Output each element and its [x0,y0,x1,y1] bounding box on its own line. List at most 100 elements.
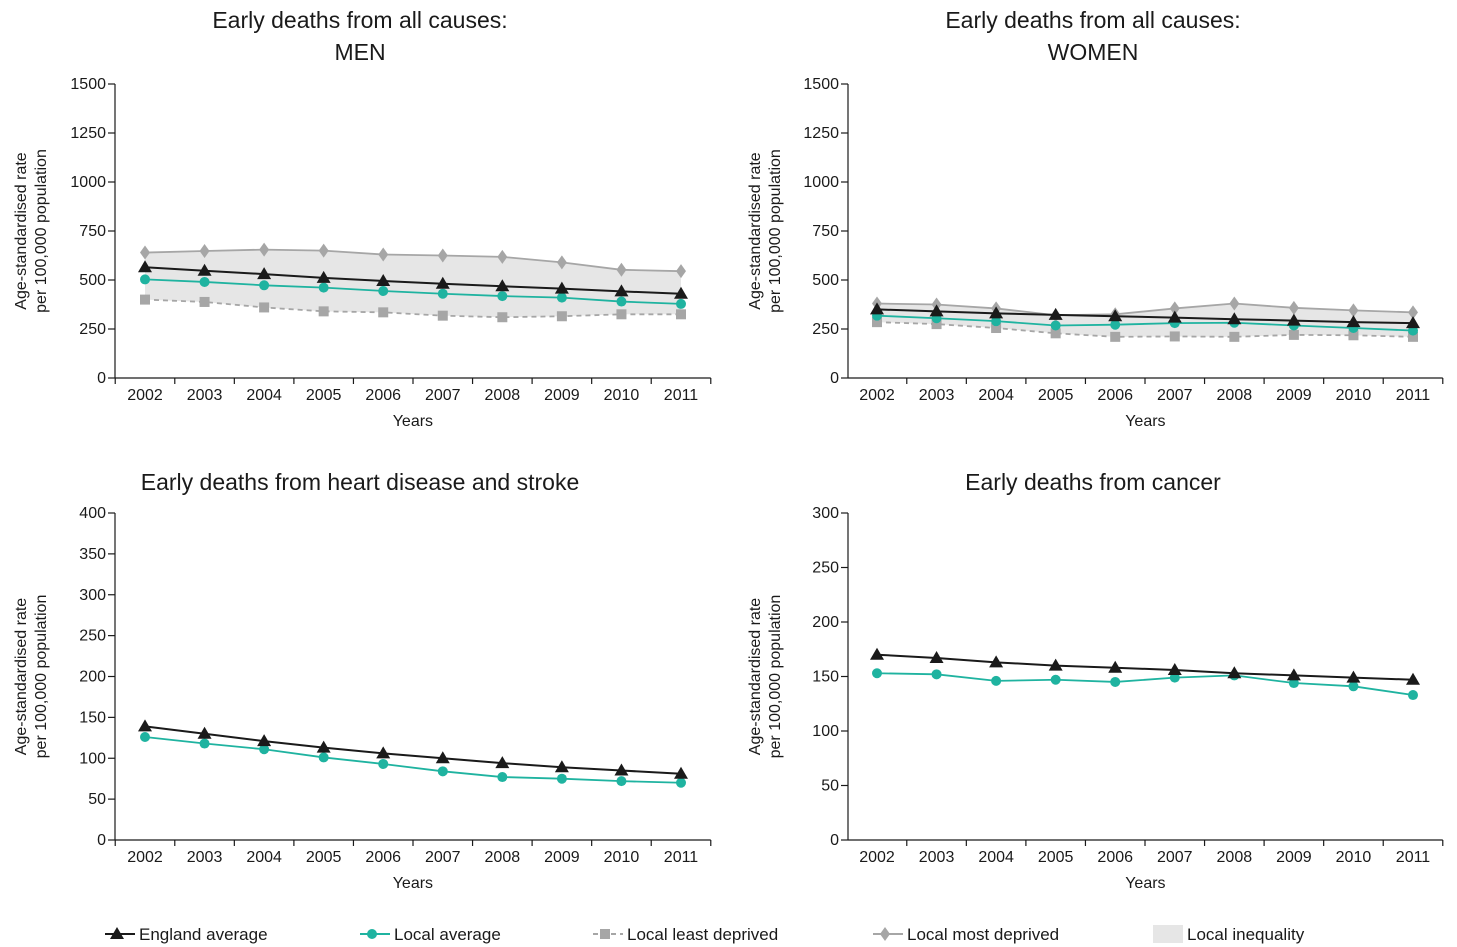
y-tick-label: 750 [79,223,106,240]
data-point-local [676,299,686,309]
legend-item-england: England average [105,925,268,944]
chart-panel-4: Early deaths from cancer0501001502002503… [747,469,1443,892]
x-tick-label: 2009 [1276,387,1312,404]
legend-item-local: Local average [360,925,501,944]
legend-marker [600,929,610,939]
data-point-local [438,766,448,776]
legend-label: Local inequality [1187,925,1305,944]
chart-panel-3: Early deaths from heart disease and stro… [13,469,711,892]
x-tick-label: 2010 [1336,387,1372,404]
data-point-local [991,676,1001,686]
data-point-local [259,280,269,290]
x-tick-label: 2006 [1097,387,1133,404]
data-point-england [138,719,152,731]
data-point-local [1408,690,1418,700]
y-tick-label: 1500 [803,76,839,93]
data-point-least [438,311,448,321]
chart-title: MEN [334,39,385,65]
legend-item-most: Local most deprived [873,925,1059,944]
y-tick-label: 300 [812,505,839,522]
series-local [872,668,1418,700]
data-point-least [378,307,388,317]
y-tick-label: 300 [79,587,106,604]
legend: England average Local average Local least … [105,925,1305,944]
y-tick-label: 400 [79,505,106,522]
y-tick-label: 200 [812,614,839,631]
x-tick-label: 2007 [425,849,461,866]
legend-marker [367,929,377,939]
y-tick-label: 0 [830,832,839,849]
y-axis-label: Age-standardised rate [13,152,30,310]
x-tick-label: 2005 [306,849,342,866]
y-tick-label: 0 [97,370,106,387]
data-point-local [378,759,388,769]
y-tick-label: 350 [79,546,106,563]
data-point-local [319,752,329,762]
x-tick-label: 2010 [604,849,640,866]
y-tick-label: 100 [79,750,106,767]
y-tick-label: 500 [79,272,106,289]
y-tick-label: 750 [812,223,839,240]
x-tick-label: 2011 [1396,387,1431,404]
data-point-local [676,778,686,788]
x-tick-label: 2007 [1157,849,1193,866]
y-tick-label: 0 [830,370,839,387]
x-tick-label: 2002 [127,387,163,404]
x-tick-label: 2002 [859,849,895,866]
x-tick-label: 2005 [306,387,342,404]
x-tick-label: 2005 [1038,387,1074,404]
x-tick-label: 2006 [1097,849,1133,866]
x-tick-label: 2004 [978,849,1014,866]
x-tick-label: 2011 [1396,849,1431,866]
x-tick-label: 2002 [859,387,895,404]
data-point-local [438,289,448,299]
y-axis-label: per 100,000 population [767,149,784,313]
legend-label: Local least deprived [627,925,778,944]
data-point-local [140,732,150,742]
x-axis-label: Years [393,413,433,430]
chart-title: Early deaths from heart disease and stro… [141,469,580,495]
data-point-least [557,311,567,321]
x-tick-label: 2008 [1217,849,1253,866]
x-tick-label: 2003 [187,387,223,404]
data-point-least [616,309,626,319]
chart-title: Early deaths from all causes: [945,7,1240,33]
x-tick-label: 2009 [1276,849,1312,866]
data-point-local [616,297,626,307]
chart-title: Early deaths from cancer [965,469,1221,495]
y-axis-label: Age-standardised rate [13,598,30,756]
x-axis-label: Years [1125,875,1165,892]
y-tick-label: 0 [97,832,106,849]
data-point-local [497,291,507,301]
data-point-local [1051,675,1061,685]
x-tick-label: 2003 [187,849,223,866]
data-point-local [319,283,329,293]
y-tick-label: 200 [79,669,106,686]
y-axis-label: Age-standardised rate [747,152,764,310]
y-tick-label: 1250 [803,125,839,142]
y-tick-label: 50 [821,778,839,795]
x-tick-label: 2009 [544,387,580,404]
x-tick-label: 2003 [919,387,955,404]
y-tick-label: 250 [79,628,106,645]
x-tick-label: 2010 [1336,849,1372,866]
legend-item-least: Local least deprived [593,925,778,944]
legend-marker [880,927,890,941]
x-tick-label: 2009 [544,849,580,866]
data-point-least [200,297,210,307]
y-tick-label: 1000 [803,174,839,191]
x-tick-label: 2008 [485,849,521,866]
data-point-least [1229,332,1239,342]
y-tick-label: 1250 [70,125,106,142]
x-tick-label: 2004 [246,849,282,866]
y-tick-label: 50 [88,791,106,808]
data-point-local [200,739,210,749]
legend-label: England average [139,925,268,944]
x-tick-label: 2008 [1217,387,1253,404]
data-point-local [932,669,942,679]
data-point-england [870,648,884,660]
x-tick-label: 2003 [919,849,955,866]
series-local [140,732,686,788]
x-tick-label: 2007 [1157,387,1193,404]
